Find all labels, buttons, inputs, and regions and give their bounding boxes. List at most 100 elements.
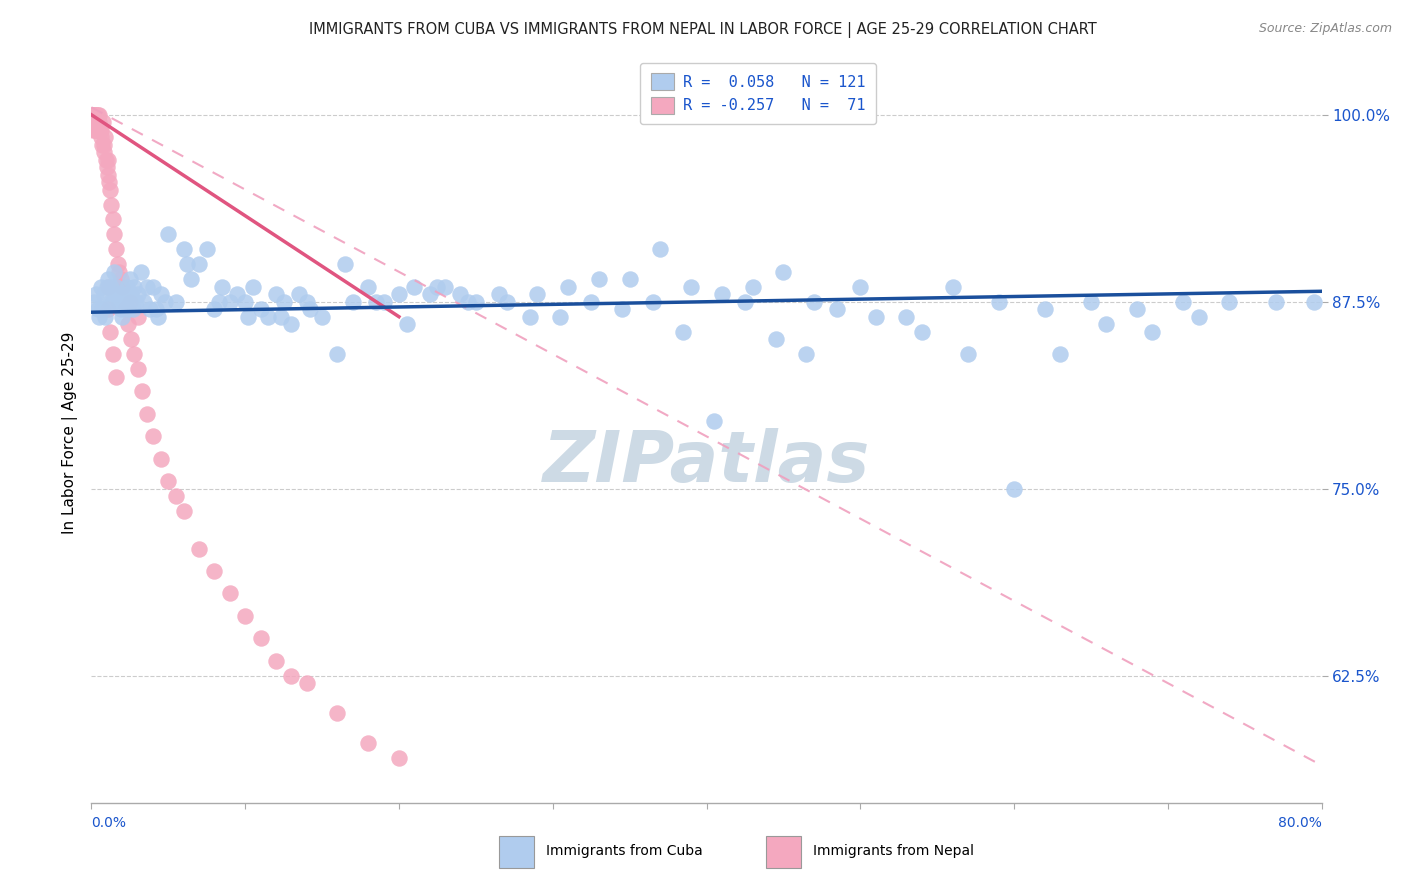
Point [1002,482,1025,496]
Point [107,257,129,271]
Point [124,280,146,294]
Point [457,294,479,309]
Point [90,122,112,136]
Point [83,115,105,129]
Point [103,227,125,242]
Point [96,280,118,294]
Point [82,115,104,129]
Point [896,310,918,324]
Point [83,108,105,122]
Point [111,280,134,294]
Point [135,280,157,294]
Point [84,108,107,122]
Point [101,294,124,309]
Point [419,287,441,301]
Point [91,137,114,152]
Point [124,347,146,361]
Point [98,325,121,339]
Point [132,294,155,309]
Point [82,108,104,122]
Point [90,280,112,294]
Point [188,257,211,271]
Point [118,294,141,309]
Point [94,130,117,145]
Text: 80.0%: 80.0% [1278,816,1322,830]
Point [97,168,120,182]
Point [82,122,104,136]
Point [94,310,117,324]
Point [142,280,165,294]
Point [83,122,105,136]
Point [173,504,195,518]
Point [956,347,979,361]
Point [114,302,136,317]
Point [105,243,127,257]
Point [218,586,240,600]
Point [1218,294,1240,309]
Point [987,294,1010,309]
Point [249,302,271,317]
Point [129,265,152,279]
Point [117,302,139,317]
Point [101,212,124,227]
Text: Source: ZipAtlas.com: Source: ZipAtlas.com [1258,22,1392,36]
Point [1264,294,1286,309]
FancyBboxPatch shape [499,836,534,868]
Point [105,280,127,294]
Point [93,137,115,152]
Point [404,280,426,294]
Point [1049,347,1071,361]
Point [326,706,349,720]
Point [226,287,249,301]
Point [641,294,664,309]
FancyBboxPatch shape [766,836,801,868]
Point [1303,294,1326,309]
Point [557,280,579,294]
Point [149,451,172,466]
Point [650,243,672,257]
Point [84,122,107,136]
Point [326,347,349,361]
Point [526,287,548,301]
Point [619,272,641,286]
Point [264,287,287,301]
Point [550,310,572,324]
Point [579,294,602,309]
Point [112,287,135,301]
Point [519,310,541,324]
Point [87,115,110,129]
Point [157,227,180,242]
Point [87,108,110,122]
Point [1095,317,1118,331]
Point [91,115,114,129]
Point [115,280,138,294]
Point [849,280,872,294]
Point [83,294,105,309]
Point [1080,294,1102,309]
Point [83,108,105,122]
Point [796,347,818,361]
Point [107,287,129,301]
Point [270,310,292,324]
Point [311,310,333,324]
Point [364,294,387,309]
Text: Immigrants from Cuba: Immigrants from Cuba [546,845,702,858]
Point [195,243,218,257]
Point [142,429,165,443]
Point [734,294,756,309]
Point [146,310,169,324]
Point [211,280,233,294]
Point [110,302,132,317]
Point [114,294,136,309]
Point [218,294,240,309]
Point [90,130,112,145]
Point [84,115,107,129]
Point [249,632,271,646]
Point [202,302,225,317]
Point [100,197,122,211]
Point [131,384,153,399]
Point [741,280,763,294]
Point [280,317,302,331]
Point [86,108,108,122]
Legend: R =  0.058   N = 121, R = -0.257   N =  71: R = 0.058 N = 121, R = -0.257 N = 71 [640,62,876,124]
